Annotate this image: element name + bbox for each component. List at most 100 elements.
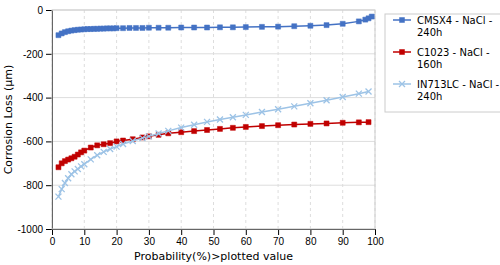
x-axis-tick: 80	[305, 229, 317, 247]
series-marker	[101, 142, 106, 147]
series-marker	[88, 156, 94, 162]
series-marker	[204, 119, 210, 125]
x-axis-tick-label: 10	[79, 236, 91, 247]
x-axis-tick: 50	[208, 229, 220, 247]
y-axis-title: Corrosion Loss (μm)	[2, 65, 15, 175]
chart-svg: 01020304050607080901000-200-400-600-800-…	[0, 0, 500, 265]
series-marker	[340, 120, 345, 125]
x-axis-tick-label: 70	[273, 236, 285, 247]
grid-line-y	[52, 53, 375, 54]
series-marker	[121, 26, 126, 31]
series-marker	[127, 25, 132, 30]
series-marker	[230, 114, 236, 120]
series-marker	[205, 128, 210, 133]
series-marker	[292, 122, 297, 127]
series-marker	[120, 141, 126, 147]
series-marker	[259, 124, 264, 129]
series-marker	[139, 135, 145, 141]
series-marker	[178, 125, 184, 131]
grid-line-x	[116, 10, 117, 229]
legend-swatch-marker	[400, 18, 405, 23]
series-marker	[192, 25, 197, 30]
series-marker	[156, 131, 162, 137]
series-marker	[192, 129, 197, 134]
x-axis-domain	[53, 230, 376, 236]
series-marker	[276, 24, 281, 29]
series	[56, 14, 374, 38]
legend-entry: IN713LC - NaCl -240h	[393, 79, 500, 102]
series-marker	[356, 91, 362, 97]
series-marker	[114, 26, 119, 31]
x-axis-tick-label: 100	[367, 236, 384, 247]
series-marker	[166, 25, 171, 30]
series-marker	[95, 143, 100, 148]
series-marker	[324, 121, 329, 126]
grid-line-y	[52, 141, 375, 142]
y-axis-tick: -1000	[17, 224, 52, 235]
series	[55, 88, 371, 199]
y-axis-tick-mark	[46, 229, 52, 230]
series-marker	[191, 122, 197, 128]
x-axis-tick: 30	[144, 229, 156, 247]
x-axis-tick-label: 30	[144, 236, 156, 247]
series-marker	[276, 123, 281, 128]
x-axis-tick-label: 60	[241, 236, 253, 247]
series-marker	[230, 25, 235, 30]
series-marker	[324, 97, 330, 103]
grid-line-x	[213, 10, 214, 229]
y-axis-tick-label: -400	[23, 92, 43, 103]
grid-line-x	[84, 10, 85, 229]
legend-label: IN713LC - NaCl -240h	[417, 79, 500, 102]
legend-entry: C1023 - NaCl -160h	[393, 47, 490, 70]
x-axis-tick: 20	[112, 229, 124, 247]
legend-swatch-marker	[399, 81, 405, 87]
x-axis-title: Probability(%)>plotted value	[134, 250, 293, 263]
y-axis-tick-mark	[46, 54, 52, 55]
grid	[52, 10, 375, 229]
y-axis-tick-mark	[46, 141, 52, 142]
x-axis-tick-label: 40	[176, 236, 188, 247]
legend-box	[385, 14, 500, 112]
x-axis-tick-mark	[278, 229, 279, 235]
marks	[55, 14, 374, 200]
x-axis: 0102030405060708090100	[50, 229, 385, 247]
series-marker	[366, 88, 372, 94]
series-marker	[78, 163, 84, 169]
series-marker	[114, 144, 120, 150]
x-axis-tick-label: 80	[305, 236, 317, 247]
series-marker	[179, 130, 184, 135]
x-axis-tick-mark	[149, 229, 150, 235]
series-marker	[369, 14, 374, 19]
plot-area: 01020304050607080901000-200-400-600-800-…	[17, 5, 384, 247]
legend-label: CMSX4 - NaCl -240h	[417, 15, 493, 38]
y-axis-tick-label: 0	[37, 5, 43, 16]
y-axis-tick-label: -800	[23, 180, 43, 191]
x-axis-tick-mark	[246, 229, 247, 235]
y-axis-tick: -200	[23, 49, 52, 60]
grid-line-x	[245, 10, 246, 229]
y-axis-tick: -600	[23, 136, 52, 147]
x-axis-tick-label: 50	[208, 236, 220, 247]
series-marker	[366, 120, 371, 125]
y-axis-tick-label: -1000	[17, 224, 43, 235]
series-marker	[146, 25, 151, 30]
series-marker	[130, 138, 136, 144]
x-axis-tick-mark	[214, 229, 215, 235]
series-marker	[156, 25, 161, 30]
x-axis-tick-mark	[343, 229, 344, 235]
series-marker	[356, 19, 361, 24]
x-axis-tick: 40	[176, 229, 188, 247]
x-axis-tick-label: 90	[338, 236, 350, 247]
series-marker	[340, 94, 346, 100]
series-line	[58, 122, 368, 167]
series-marker	[133, 25, 138, 30]
series-marker	[81, 161, 87, 167]
series-marker	[179, 25, 184, 30]
series-line	[58, 17, 371, 36]
grid-line-x	[310, 10, 311, 229]
series-marker	[275, 106, 281, 112]
grid-line-y	[52, 185, 375, 186]
series-marker	[88, 145, 93, 150]
series	[56, 120, 371, 170]
plot-frame	[52, 10, 375, 229]
